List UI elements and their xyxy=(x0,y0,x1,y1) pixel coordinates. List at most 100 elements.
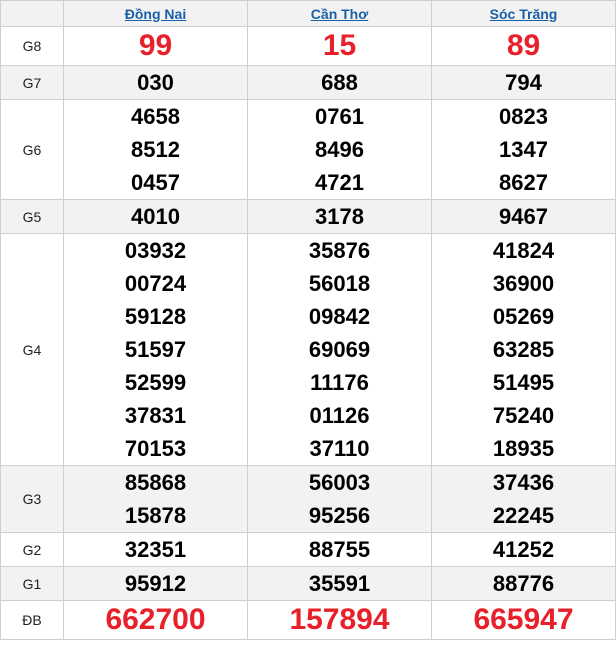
result-cell: 95912 xyxy=(63,566,248,601)
result-number: 15 xyxy=(322,29,357,62)
prize-label: G5 xyxy=(0,199,64,234)
result-number: 8496 xyxy=(315,137,364,162)
province-link[interactable]: Sóc Trăng xyxy=(489,5,558,22)
province-link[interactable]: Đồng Nai xyxy=(124,5,187,22)
province-header: Đồng Nai xyxy=(63,0,248,27)
result-cell: 662700 xyxy=(63,600,248,640)
result-cell: 9467 xyxy=(431,199,616,234)
result-number: 794 xyxy=(505,70,542,95)
result-number: 35876 xyxy=(308,238,371,263)
province-header: Cần Thơ xyxy=(247,0,432,27)
result-number: 51597 xyxy=(124,337,187,362)
result-cell: 030 xyxy=(63,65,248,100)
result-number: 030 xyxy=(137,70,174,95)
prize-row-g8: G8 99 15 89 xyxy=(0,26,616,66)
result-number: 85868 xyxy=(124,470,187,495)
result-cell: 3178 xyxy=(247,199,432,234)
result-number: 1347 xyxy=(499,137,548,162)
result-cell: 03932 00724 59128 51597 52599 37831 70153 xyxy=(63,233,248,466)
result-cell: 88776 xyxy=(431,566,616,601)
result-number: 4010 xyxy=(131,204,180,229)
result-cell: 88755 xyxy=(247,532,432,567)
prize-label: G2 xyxy=(0,532,64,567)
prize-label: G7 xyxy=(0,65,64,100)
result-number: 665947 xyxy=(473,603,574,636)
prize-label: G3 xyxy=(0,465,64,533)
result-number: 99 xyxy=(138,29,173,62)
result-number: 88776 xyxy=(492,571,555,596)
result-number: 4658 xyxy=(131,104,180,129)
result-number: 0761 xyxy=(315,104,364,129)
result-number: 52599 xyxy=(124,370,187,395)
result-cell: 41252 xyxy=(431,532,616,567)
province-header: Sóc Trăng xyxy=(431,0,616,27)
result-number: 157894 xyxy=(289,603,390,636)
result-number: 35591 xyxy=(308,571,371,596)
result-number: 36900 xyxy=(492,271,555,296)
result-cell: 41824 36900 05269 63285 51495 75240 18935 xyxy=(431,233,616,466)
result-number: 56003 xyxy=(308,470,371,495)
result-number: 88755 xyxy=(308,537,371,562)
result-number: 41252 xyxy=(492,537,555,562)
result-number: 37110 xyxy=(309,436,370,461)
result-cell: 32351 xyxy=(63,532,248,567)
header-row: Đồng Nai Cần Thơ Sóc Trăng xyxy=(0,0,616,27)
result-number: 662700 xyxy=(105,603,206,636)
result-cell: 35876 56018 09842 69069 11176 01126 37110 xyxy=(247,233,432,466)
result-number: 89 xyxy=(506,29,541,62)
prize-row-g1: G1 95912 35591 88776 xyxy=(0,566,616,601)
result-number: 95256 xyxy=(308,503,371,528)
result-number: 09842 xyxy=(308,304,371,329)
prize-row-g3: G3 85868 15878 56003 95256 37436 22245 xyxy=(0,465,616,533)
result-number: 95912 xyxy=(124,571,187,596)
corner-cell xyxy=(0,0,64,27)
result-number: 63285 xyxy=(492,337,555,362)
result-number: 32351 xyxy=(124,537,187,562)
result-number: 41824 xyxy=(492,238,555,263)
result-number: 51495 xyxy=(492,370,555,395)
result-cell: 0761 8496 4721 xyxy=(247,99,432,200)
result-number: 0823 xyxy=(499,104,548,129)
result-number: 37831 xyxy=(124,403,187,428)
result-cell: 15 xyxy=(247,26,432,66)
prize-label: G6 xyxy=(0,99,64,200)
result-cell: 89 xyxy=(431,26,616,66)
result-cell: 4010 xyxy=(63,199,248,234)
result-cell: 85868 15878 xyxy=(63,465,248,533)
result-number: 70153 xyxy=(124,436,187,461)
result-number: 01126 xyxy=(309,403,370,428)
result-number: 11176 xyxy=(310,370,369,395)
result-cell: 99 xyxy=(63,26,248,66)
result-number: 59128 xyxy=(124,304,187,329)
result-number: 0457 xyxy=(131,170,180,195)
result-number: 688 xyxy=(321,70,358,95)
result-cell: 794 xyxy=(431,65,616,100)
prize-row-g5: G5 4010 3178 9467 xyxy=(0,199,616,234)
prize-row-g7: G7 030 688 794 xyxy=(0,65,616,100)
prize-label: G1 xyxy=(0,566,64,601)
result-number: 05269 xyxy=(492,304,555,329)
prize-label: G4 xyxy=(0,233,64,466)
result-number: 03932 xyxy=(124,238,187,263)
prize-row-g2: G2 32351 88755 41252 xyxy=(0,532,616,567)
result-number: 37436 xyxy=(492,470,555,495)
result-number: 4721 xyxy=(315,170,364,195)
prize-row-g4: G4 03932 00724 59128 51597 52599 37831 70153 358… xyxy=(0,233,616,466)
result-number: 9467 xyxy=(499,204,548,229)
result-number: 22245 xyxy=(492,503,555,528)
result-cell: 157894 xyxy=(247,600,432,640)
prize-row-g6: G6 4658 8512 0457 0761 8496 4721 0823 1347 8627 xyxy=(0,99,616,200)
result-number: 75240 xyxy=(492,403,555,428)
result-cell: 665947 xyxy=(431,600,616,640)
result-cell: 56003 95256 xyxy=(247,465,432,533)
result-number: 69069 xyxy=(308,337,371,362)
province-link[interactable]: Cần Thơ xyxy=(310,5,369,22)
result-cell: 688 xyxy=(247,65,432,100)
prize-label: G8 xyxy=(0,26,64,66)
result-cell: 4658 8512 0457 xyxy=(63,99,248,200)
result-number: 8512 xyxy=(131,137,180,162)
prize-row-đb: ĐB 662700 157894 665947 xyxy=(0,600,616,640)
result-cell: 35591 xyxy=(247,566,432,601)
result-number: 00724 xyxy=(124,271,187,296)
